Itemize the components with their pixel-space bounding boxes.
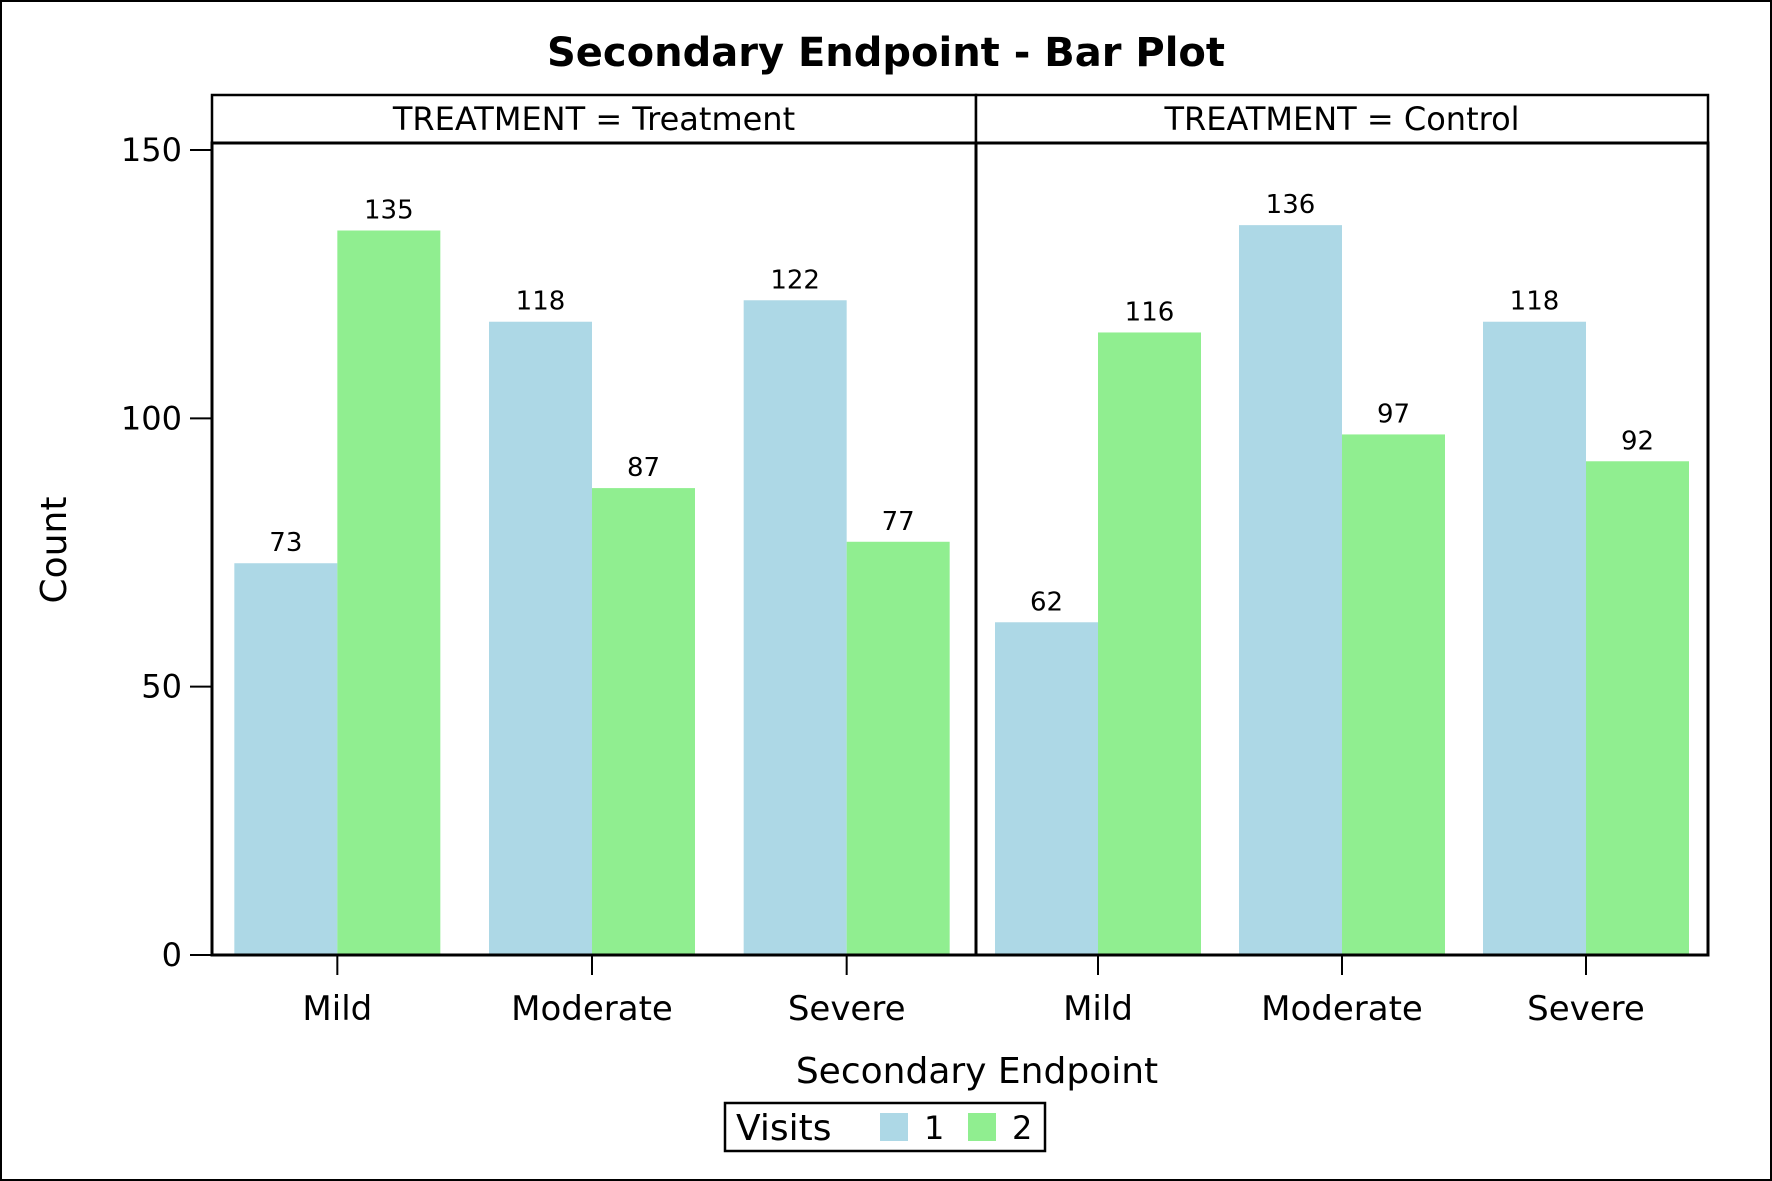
x-tick-label: Severe — [788, 989, 906, 1029]
x-axis-label: Secondary Endpoint — [796, 1051, 1158, 1092]
legend: Visits 1 2 — [723, 1101, 1047, 1153]
bar-value-label: 97 — [1377, 399, 1410, 429]
y-tick-label: 50 — [141, 668, 182, 706]
panel-1: TREATMENT = Treatment 73 135 Mild 118 87 Moder… — [210, 93, 978, 1029]
panel-header — [974, 93, 1710, 145]
legend-label-2: 2 — [1012, 1109, 1032, 1147]
bar-severe-visit-2 — [1586, 461, 1689, 955]
x-tick-label: Mild — [302, 989, 372, 1029]
legend-title: Visits — [736, 1108, 831, 1149]
bar-value-label: 118 — [1510, 287, 1560, 317]
bar-value-label: 62 — [1030, 587, 1063, 617]
bar-value-label: 118 — [516, 287, 566, 317]
bar-value-label: 87 — [627, 453, 660, 483]
bar-severe-visit-1 — [743, 300, 847, 955]
bar-value-label: 77 — [882, 507, 915, 537]
y-tick-label: 150 — [121, 131, 182, 169]
bar-value-label: 116 — [1125, 297, 1175, 327]
legend-swatch-1 — [880, 1113, 908, 1141]
panel-header-label: TREATMENT = Control — [1163, 100, 1519, 138]
bar-moderate-visit-2 — [1342, 434, 1445, 955]
bar-value-label: 122 — [770, 265, 820, 295]
bar-value-label: 73 — [269, 528, 302, 558]
x-tick-label: Moderate — [511, 989, 673, 1029]
bar-value-label: 135 — [364, 196, 414, 226]
panel-frame — [974, 141, 1710, 957]
bar-value-label: 136 — [1266, 190, 1316, 220]
panel-2: TREATMENT = Control 62 116 Mild 136 97 Moderat… — [974, 93, 1710, 1029]
panel-header — [210, 93, 978, 145]
chart-title: Secondary Endpoint - Bar Plot — [547, 30, 1225, 76]
bar-moderate-visit-1 — [489, 321, 592, 955]
y-tick-label: 100 — [121, 399, 182, 437]
panel-header-label: TREATMENT = Treatment — [392, 100, 795, 138]
y-axis-label: Count — [34, 497, 75, 604]
bar-mild-visit-1 — [234, 563, 338, 955]
x-tick-label: Moderate — [1261, 989, 1423, 1029]
bar-moderate-visit-1 — [1239, 225, 1342, 956]
legend-swatch-2 — [968, 1113, 996, 1141]
bar-mild-visit-2 — [1098, 332, 1201, 955]
y-axis: 0 50 100 150 — [121, 131, 212, 974]
y-tick-label: 0 — [162, 936, 182, 974]
bar-moderate-visit-2 — [592, 488, 695, 955]
x-tick-label: Severe — [1527, 989, 1645, 1029]
legend-label-1: 1 — [924, 1109, 944, 1147]
bar-mild-visit-1 — [995, 622, 1098, 955]
bar-mild-visit-2 — [337, 230, 441, 955]
bar-value-label: 92 — [1621, 426, 1654, 456]
bar-severe-visit-2 — [846, 541, 950, 955]
bar-severe-visit-1 — [1483, 321, 1586, 955]
x-tick-label: Mild — [1063, 989, 1133, 1029]
